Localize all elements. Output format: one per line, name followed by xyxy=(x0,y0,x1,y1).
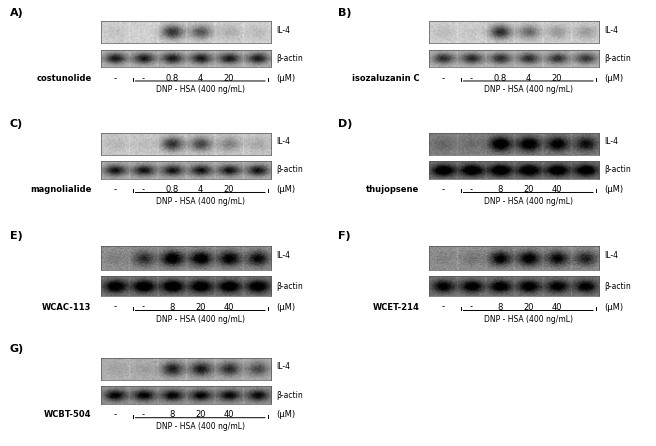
Text: (μM): (μM) xyxy=(276,185,295,194)
Text: -: - xyxy=(113,74,117,83)
Text: 20: 20 xyxy=(195,410,205,419)
Text: magnolialide: magnolialide xyxy=(30,185,92,194)
Text: G): G) xyxy=(10,344,24,354)
Text: -: - xyxy=(470,185,473,194)
Text: (μM): (μM) xyxy=(276,74,295,83)
Text: -: - xyxy=(142,302,145,311)
Text: -: - xyxy=(441,185,445,194)
Text: WCET-214: WCET-214 xyxy=(373,302,420,311)
Text: DNP - HSA (400 ng/mL): DNP - HSA (400 ng/mL) xyxy=(155,197,245,206)
Text: (μM): (μM) xyxy=(604,302,623,311)
Text: 0.8: 0.8 xyxy=(165,74,178,83)
Text: DNP - HSA (400 ng/mL): DNP - HSA (400 ng/mL) xyxy=(483,85,573,94)
Text: F): F) xyxy=(338,231,350,241)
Text: -: - xyxy=(142,74,145,83)
Text: D): D) xyxy=(338,119,352,129)
Text: 20: 20 xyxy=(551,74,562,83)
Text: (μM): (μM) xyxy=(276,410,295,419)
Text: IL-4: IL-4 xyxy=(276,137,290,146)
Text: β-actin: β-actin xyxy=(604,281,630,290)
Text: 20: 20 xyxy=(223,74,234,83)
Text: 20: 20 xyxy=(223,185,234,194)
Text: β-actin: β-actin xyxy=(276,391,302,400)
Text: (μM): (μM) xyxy=(604,74,623,83)
Text: (μM): (μM) xyxy=(276,302,295,311)
Text: DNP - HSA (400 ng/mL): DNP - HSA (400 ng/mL) xyxy=(483,197,573,206)
Text: 4: 4 xyxy=(197,185,203,194)
Text: -: - xyxy=(142,185,145,194)
Text: -: - xyxy=(470,74,473,83)
Text: (μM): (μM) xyxy=(604,185,623,194)
Text: isozaluzanin C: isozaluzanin C xyxy=(352,74,420,83)
Text: 20: 20 xyxy=(195,302,205,311)
Text: IL-4: IL-4 xyxy=(276,25,290,35)
Text: 8: 8 xyxy=(169,302,174,311)
Text: costunolide: costunolide xyxy=(36,74,92,83)
Text: 0.8: 0.8 xyxy=(165,185,178,194)
Text: C): C) xyxy=(10,119,23,129)
Text: IL-4: IL-4 xyxy=(276,251,290,260)
Text: WCAC-113: WCAC-113 xyxy=(42,302,92,311)
Text: E): E) xyxy=(10,231,22,241)
Text: 8: 8 xyxy=(169,410,174,419)
Text: -: - xyxy=(113,410,117,419)
Text: 8: 8 xyxy=(497,185,502,194)
Text: DNP - HSA (400 ng/mL): DNP - HSA (400 ng/mL) xyxy=(155,422,245,431)
Text: DNP - HSA (400 ng/mL): DNP - HSA (400 ng/mL) xyxy=(483,315,573,324)
Text: DNP - HSA (400 ng/mL): DNP - HSA (400 ng/mL) xyxy=(155,315,245,324)
Text: -: - xyxy=(113,185,117,194)
Text: 0.8: 0.8 xyxy=(493,74,506,83)
Text: 40: 40 xyxy=(223,410,234,419)
Text: IL-4: IL-4 xyxy=(604,25,618,35)
Text: IL-4: IL-4 xyxy=(276,362,290,372)
Text: 4: 4 xyxy=(197,74,203,83)
Text: DNP - HSA (400 ng/mL): DNP - HSA (400 ng/mL) xyxy=(155,85,245,94)
Text: B): B) xyxy=(338,8,351,17)
Text: 40: 40 xyxy=(223,302,234,311)
Text: -: - xyxy=(142,410,145,419)
Text: β-actin: β-actin xyxy=(276,281,302,290)
Text: thujopsene: thujopsene xyxy=(366,185,420,194)
Text: A): A) xyxy=(10,8,24,17)
Text: -: - xyxy=(441,302,445,311)
Text: 40: 40 xyxy=(551,302,562,311)
Text: -: - xyxy=(441,74,445,83)
Text: β-actin: β-actin xyxy=(276,54,302,63)
Text: β-actin: β-actin xyxy=(604,54,630,63)
Text: 8: 8 xyxy=(497,302,502,311)
Text: 20: 20 xyxy=(523,185,533,194)
Text: IL-4: IL-4 xyxy=(604,137,618,146)
Text: -: - xyxy=(113,302,117,311)
Text: WCBT-504: WCBT-504 xyxy=(44,410,92,419)
Text: IL-4: IL-4 xyxy=(604,251,618,260)
Text: -: - xyxy=(470,302,473,311)
Text: 20: 20 xyxy=(523,302,533,311)
Text: β-actin: β-actin xyxy=(604,165,630,174)
Text: β-actin: β-actin xyxy=(276,165,302,174)
Text: 40: 40 xyxy=(551,185,562,194)
Text: 4: 4 xyxy=(525,74,531,83)
